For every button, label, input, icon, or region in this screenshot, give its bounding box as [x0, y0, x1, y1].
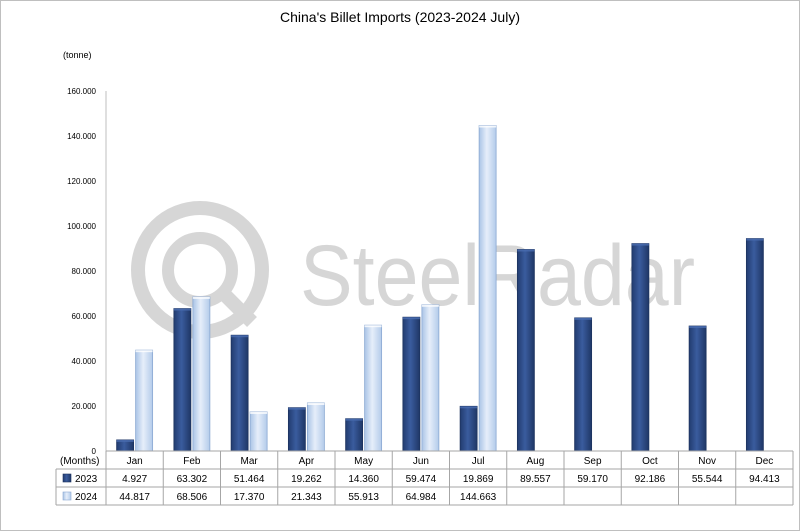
- y-tick-label: 60.000: [72, 312, 97, 321]
- x-tick-label: Nov: [698, 456, 716, 467]
- watermark: SteelRadar: [131, 201, 695, 339]
- x-tick-label: Jun: [413, 456, 429, 467]
- x-tick-label: Dec: [755, 456, 773, 467]
- x-tick-label: Jan: [127, 456, 143, 467]
- bar-2024-jan: [135, 349, 154, 452]
- x-tick-label: Sep: [584, 456, 602, 467]
- bar-2023-apr: [287, 407, 306, 452]
- bar-2023-dec: [745, 238, 764, 452]
- bar-top-highlight: [231, 335, 249, 338]
- bars: [106, 125, 793, 452]
- legend-label-2023: 2023: [75, 474, 98, 485]
- bar-2023-feb: [173, 308, 192, 452]
- y-tick-label: 80.000: [72, 267, 97, 276]
- x-tick-label: Jul: [472, 456, 485, 467]
- data-label-2024-jul: 144.663: [460, 492, 497, 503]
- bar-top-highlight: [364, 325, 382, 328]
- bar-2024-jul: [478, 125, 497, 452]
- legend-swatch-2023: [62, 473, 72, 483]
- x-axis-label: (Months): [60, 456, 99, 467]
- data-label-2023-jun: 59.474: [406, 474, 437, 485]
- data-label-2024-apr: 21.343: [291, 492, 322, 503]
- bar-2024-apr: [306, 402, 325, 452]
- data-label-2024-jan: 44.817: [119, 492, 150, 503]
- bar-top-highlight: [288, 407, 306, 410]
- y-tick-label: 20.000: [72, 402, 97, 411]
- bar-top-highlight: [345, 418, 363, 421]
- data-label-2024-feb: 68.506: [177, 492, 208, 503]
- bar-top-highlight: [173, 308, 191, 311]
- x-tick-label: Feb: [183, 456, 201, 467]
- bar-2023-jun: [402, 316, 421, 452]
- bar-2023-may: [345, 418, 364, 452]
- bar-2023-nov: [688, 325, 707, 452]
- bar-top-highlight: [460, 406, 478, 409]
- legend-swatch-2024: [62, 491, 72, 501]
- data-label-2023-aug: 89.557: [520, 474, 551, 485]
- bar-top-highlight: [574, 317, 592, 320]
- bar-2024-mar: [249, 411, 268, 452]
- data-label-2023-nov: 55.544: [692, 474, 723, 485]
- data-label-2024-may: 55.913: [348, 492, 379, 503]
- data-label-2023-jan: 4.927: [122, 474, 147, 485]
- bar-2023-sep: [574, 317, 593, 452]
- y-tick-label: 0: [92, 447, 97, 456]
- bar-top-highlight: [689, 326, 707, 329]
- bar-top-highlight: [421, 304, 439, 307]
- bar-top-highlight: [116, 439, 134, 442]
- bar-top-highlight: [135, 350, 153, 353]
- bar-top-highlight: [307, 402, 325, 405]
- bar-2024-may: [364, 324, 383, 452]
- y-tick-label: 140.000: [67, 132, 96, 141]
- bar-top-highlight: [517, 249, 535, 252]
- bar-2023-mar: [230, 334, 249, 452]
- bar-top-highlight: [192, 296, 210, 299]
- y-tick-label: 120.000: [67, 177, 96, 186]
- bar-2024-jun: [421, 304, 440, 452]
- bar-top-highlight: [631, 243, 649, 246]
- y-tick-label: 40.000: [72, 357, 97, 366]
- x-tick-label: Aug: [526, 456, 544, 467]
- bar-2023-jul: [459, 405, 478, 452]
- x-tick-label: Oct: [642, 456, 658, 467]
- data-label-2023-mar: 51.464: [234, 474, 265, 485]
- data-label-2023-sep: 59.170: [577, 474, 608, 485]
- bar-2024-feb: [192, 296, 211, 452]
- data-label-2023-jul: 19.869: [463, 474, 494, 485]
- bar-top-highlight: [746, 238, 764, 241]
- legend-label-2024: 2024: [75, 492, 98, 503]
- watermark-text: SteelRadar: [300, 228, 695, 324]
- y-tick-label: 100.000: [67, 222, 96, 231]
- x-tick-label: May: [354, 456, 373, 467]
- data-label-2023-feb: 63.302: [177, 474, 208, 485]
- y-axis-label: (tonne): [63, 50, 92, 60]
- bar-2023-oct: [631, 243, 650, 452]
- chart-title: China's Billet Imports (2023-2024 July): [280, 9, 520, 25]
- bar-top-highlight: [479, 125, 497, 128]
- data-label-2024-jun: 64.984: [406, 492, 437, 503]
- data-label-2023-may: 14.360: [348, 474, 379, 485]
- bar-top-highlight: [250, 411, 268, 414]
- data-table: (Months) Jan Feb Mar Apr May Jun Jul Aug Sep Oct No…: [55, 450, 794, 506]
- data-label-2023-dec: 94.413: [749, 474, 780, 485]
- x-tick-label: Mar: [241, 456, 259, 467]
- y-tick-label: 160.000: [67, 87, 96, 96]
- data-label-2023-apr: 19.262: [291, 474, 322, 485]
- watermark-logo-tail: [217, 287, 257, 327]
- bar-2023-aug: [516, 249, 535, 452]
- bar-top-highlight: [402, 317, 420, 320]
- data-label-2023-oct: 92.186: [635, 474, 666, 485]
- y-axis: 0 20.000 40.000 60.000 80.000 100.000 120.000 1…: [67, 87, 107, 456]
- x-tick-label: Apr: [299, 456, 315, 467]
- data-label-2024-mar: 17.370: [234, 492, 265, 503]
